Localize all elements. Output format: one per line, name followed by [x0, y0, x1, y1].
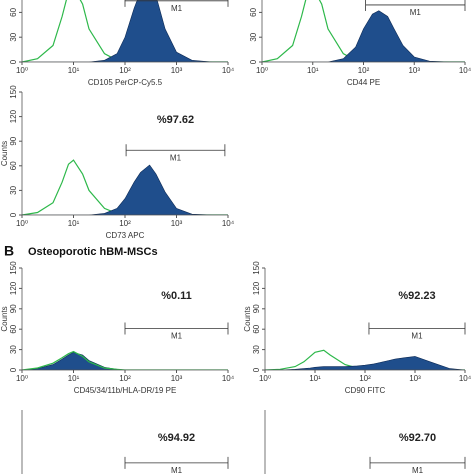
y-axis-label: Counts — [243, 306, 252, 331]
gate-label: M1 — [171, 4, 183, 13]
x-tick-label: 10¹ — [68, 374, 80, 383]
y-tick-label: 0 — [9, 367, 18, 372]
y-tick-label: 0 — [249, 59, 258, 64]
x-tick-label: 10⁰ — [16, 374, 28, 383]
gate-label: M1 — [170, 153, 182, 162]
percent-label: %92.70 — [399, 432, 436, 444]
sample-histogram — [22, 351, 228, 370]
percent-label: %94.92 — [158, 432, 195, 444]
y-axis-label: Counts — [0, 306, 9, 331]
y-tick-label: 150 — [9, 261, 18, 275]
y-tick-label: 90 — [9, 304, 18, 313]
y-tick-label: 60 — [252, 324, 261, 333]
plot-area — [262, 0, 465, 62]
gate-label: M1 — [171, 466, 183, 474]
y-tick-label: 120 — [252, 281, 261, 295]
y-tick-label: 60 — [9, 161, 18, 170]
x-tick-label: 10¹ — [68, 66, 80, 75]
x-tick-label: 10⁴ — [222, 374, 235, 383]
y-tick-label: 30 — [9, 32, 18, 41]
plot-area — [22, 159, 228, 215]
x-tick-label: 10⁴ — [459, 374, 472, 383]
x-tick-label: 10² — [119, 66, 131, 75]
y-tick-label: 150 — [9, 85, 18, 99]
plot-area — [22, 0, 228, 62]
plot-area — [265, 349, 465, 370]
y-tick-label: 30 — [9, 185, 18, 194]
x-tick-label: 10² — [119, 374, 131, 383]
x-tick-label: 10¹ — [307, 66, 319, 75]
section-title: Osteoporotic hBM-MSCs — [28, 246, 158, 258]
gate-label: M1 — [171, 332, 183, 341]
x-axis-label: CD45/34/11b/HLA-DR/19 PE — [74, 386, 177, 395]
x-axis-label: CD105 PerCP-Cy5.5 — [88, 78, 163, 87]
y-tick-label: 120 — [9, 109, 18, 123]
percent-label: %0.11 — [161, 290, 192, 302]
x-tick-label: 10⁰ — [259, 374, 271, 383]
x-tick-label: 10³ — [171, 374, 183, 383]
percent-label: %97.62 — [157, 114, 194, 126]
y-tick-label: 0 — [9, 59, 18, 64]
x-tick-label: 10² — [119, 219, 131, 228]
x-tick-label: 10⁰ — [16, 66, 28, 75]
x-tick-label: 10³ — [171, 66, 183, 75]
sample-histogram — [265, 356, 465, 370]
y-tick-label: 60 — [249, 7, 258, 16]
sample-histogram — [22, 164, 228, 215]
x-tick-label: 10⁰ — [16, 219, 28, 228]
y-tick-label: 0 — [9, 212, 18, 217]
x-axis-label: CD44 PE — [347, 78, 380, 87]
x-tick-label: 10⁴ — [222, 219, 235, 228]
y-tick-label: 60 — [9, 7, 18, 16]
plot-area — [22, 350, 228, 370]
y-tick-label: 120 — [9, 281, 18, 295]
y-tick-label: 30 — [9, 345, 18, 354]
y-tick-label: 30 — [252, 345, 261, 354]
x-tick-label: 10² — [359, 374, 371, 383]
gate-label: M1 — [410, 8, 422, 17]
x-tick-label: 10² — [358, 66, 370, 75]
y-tick-label: 150 — [252, 261, 261, 275]
x-tick-label: 10⁰ — [256, 66, 268, 75]
sample-histogram — [22, 0, 228, 62]
sample-histogram — [262, 10, 465, 62]
x-tick-label: 10⁴ — [459, 66, 472, 75]
y-tick-label: 30 — [249, 32, 258, 41]
x-axis-label: CD90 FITC — [345, 386, 386, 395]
x-tick-label: 10³ — [408, 66, 420, 75]
x-tick-label: 10¹ — [309, 374, 321, 383]
x-tick-label: 10¹ — [68, 219, 80, 228]
y-tick-label: 90 — [9, 136, 18, 145]
x-tick-label: 10³ — [171, 219, 183, 228]
y-axis-label: Counts — [0, 141, 9, 166]
gate-label: M1 — [411, 332, 423, 341]
section-letter: B — [4, 243, 14, 259]
x-tick-label: 10⁴ — [222, 66, 235, 75]
y-tick-label: 0 — [252, 367, 261, 372]
y-tick-label: 60 — [9, 324, 18, 333]
x-tick-label: 10³ — [409, 374, 421, 383]
gate-label: M1 — [412, 466, 424, 474]
percent-label: %92.23 — [398, 290, 435, 302]
y-tick-label: 90 — [252, 304, 261, 313]
x-axis-label: CD73 APC — [106, 231, 145, 240]
